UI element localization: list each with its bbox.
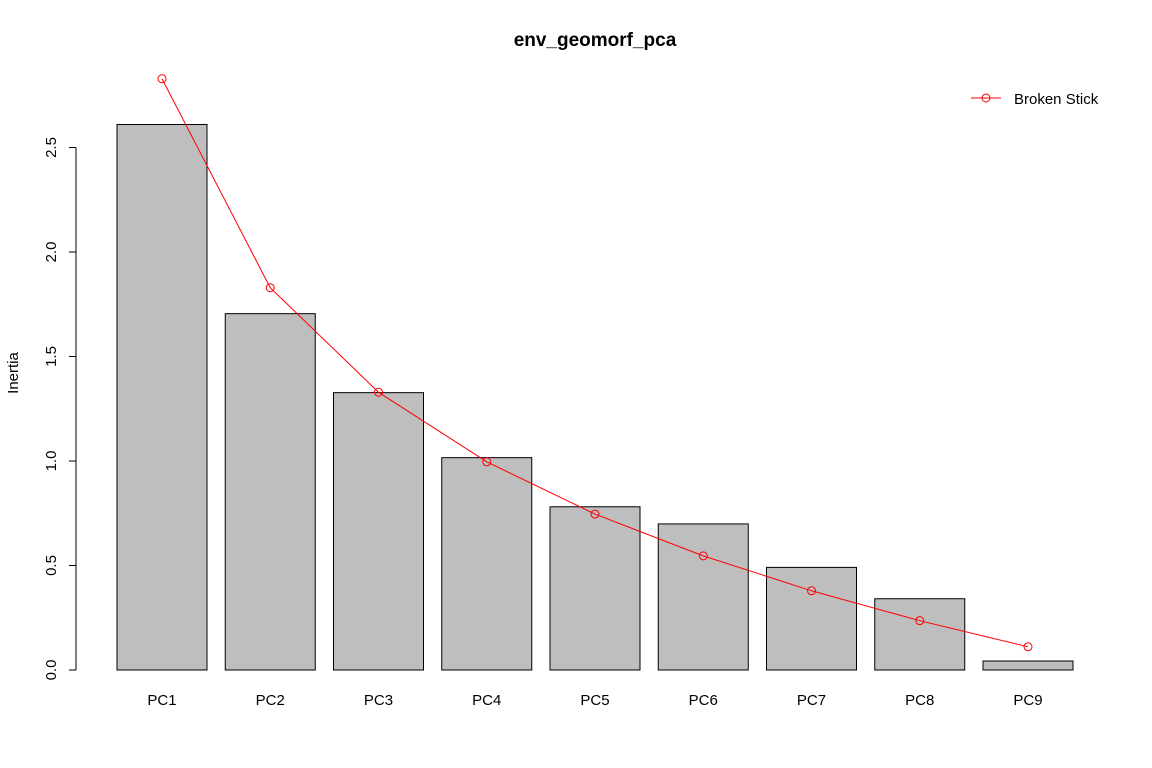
bar-pc4 <box>441 457 533 671</box>
x-tick-label: PC8 <box>905 692 934 709</box>
bar-pc2 <box>224 313 316 671</box>
y-tick-label: 1.0 <box>43 451 60 472</box>
y-tick-label: 0.5 <box>43 555 60 576</box>
legend-marker-swatch <box>981 93 991 103</box>
broken-stick-point <box>915 616 925 626</box>
bar-pc9 <box>982 660 1074 671</box>
chart-title: env_geomorf_pca <box>514 30 677 51</box>
bar-pc8 <box>874 598 966 671</box>
broken-stick-series <box>157 74 1033 652</box>
bar-pc6 <box>657 523 749 671</box>
x-tick-label: PC6 <box>689 692 718 709</box>
x-tick-label: PC3 <box>364 692 393 709</box>
broken-stick-point <box>807 586 816 596</box>
y-axis: 0.0 0.5 1.0 1.5 2.0 2.5 <box>43 137 77 681</box>
legend-label-broken-stick: Broken Stick <box>1014 91 1099 108</box>
legend: Broken Stick <box>971 91 1099 108</box>
y-tick-label: 2.0 <box>43 242 60 263</box>
broken-stick-point <box>157 74 167 84</box>
x-tick-label: PC9 <box>1013 692 1042 709</box>
x-tick-label: PC1 <box>147 692 176 709</box>
x-tick-label: PC4 <box>472 692 501 709</box>
broken-stick-point <box>374 387 383 397</box>
bar-pc1 <box>116 124 208 671</box>
x-tick-label: PC2 <box>256 692 285 709</box>
x-tick-labels: PC1 PC2 PC3 PC4 PC5 PC6 PC7 PC8 PC9 <box>147 692 1042 709</box>
broken-stick-point <box>265 283 275 293</box>
y-tick-label: 0.0 <box>43 660 60 681</box>
x-tick-label: PC7 <box>797 692 826 709</box>
y-axis-label: Inertia <box>5 352 22 394</box>
broken-stick-point <box>1023 642 1033 652</box>
broken-stick-point <box>590 509 600 519</box>
bar-pc7 <box>766 566 857 671</box>
bar-pc5 <box>549 506 641 671</box>
bars <box>116 124 1074 671</box>
x-tick-label: PC5 <box>580 692 609 709</box>
broken-stick-point <box>698 551 708 561</box>
y-tick-label: 1.5 <box>43 346 60 367</box>
y-tick-label: 2.5 <box>43 137 60 158</box>
broken-stick-point <box>482 457 492 467</box>
bar-pc3 <box>333 392 424 671</box>
broken-stick-line <box>161 78 1029 648</box>
